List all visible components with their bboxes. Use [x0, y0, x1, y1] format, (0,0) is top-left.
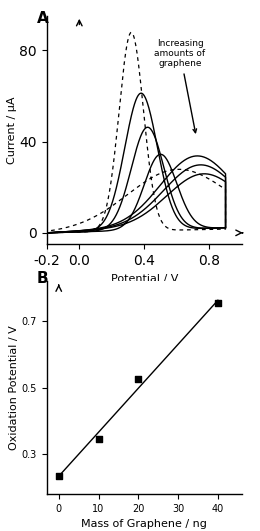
- Text: A: A: [37, 11, 49, 27]
- X-axis label: Mass of Graphene / ng: Mass of Graphene / ng: [81, 519, 207, 529]
- Text: B: B: [37, 271, 49, 286]
- Y-axis label: Current / μA: Current / μA: [7, 96, 17, 164]
- Point: [96, 435, 101, 443]
- Text: Increasing
amounts of
graphene: Increasing amounts of graphene: [154, 39, 206, 133]
- Y-axis label: Oxidation Potential / V: Oxidation Potential / V: [9, 326, 19, 450]
- X-axis label: Potential / V: Potential / V: [110, 273, 178, 284]
- Point: [216, 299, 220, 307]
- Point: [57, 472, 61, 480]
- Point: [136, 375, 140, 383]
